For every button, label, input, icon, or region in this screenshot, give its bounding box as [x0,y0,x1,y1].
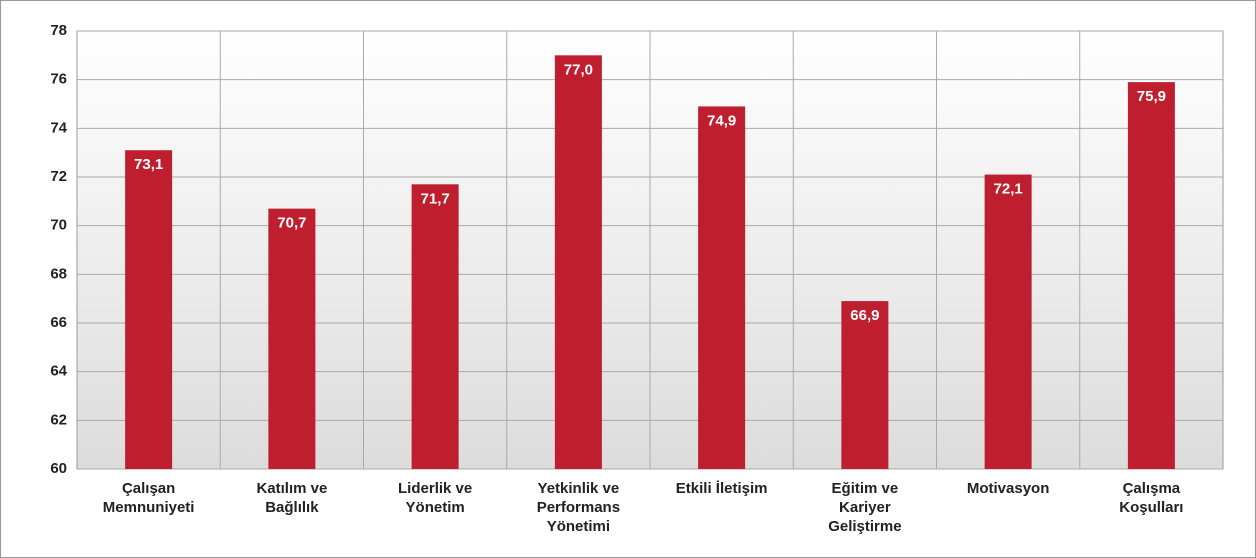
y-tick-label: 60 [50,460,67,477]
x-tick-label: Etkili İletişim [675,480,768,497]
bar [554,55,602,469]
bar [125,150,173,469]
value-label: 71,7 [421,190,450,207]
y-tick-label: 62 [50,411,67,428]
x-tick-label: Liderlik ve Yönetim [398,480,473,516]
y-tick-label: 68 [50,265,67,282]
bar [1127,82,1175,469]
y-tick-label: 74 [50,119,67,136]
x-tick-label: Motivasyon [966,480,1050,497]
value-label: 77,0 [564,61,593,78]
value-label: 72,1 [994,181,1023,198]
bar [268,208,316,469]
x-tick-label: Eğitim ve Kariyer Geliştirme [828,480,902,535]
y-tick-label: 76 [50,71,67,88]
bar [841,301,889,469]
bar [698,106,746,469]
y-tick-label: 66 [50,314,67,331]
y-tick-label: 70 [50,217,67,234]
x-tick-label: Yetkinlik ve Performans Yönetimi [536,480,621,535]
x-tick-label: Çalışma Koşulları [1119,480,1184,516]
bar [984,174,1032,470]
y-tick-label: 64 [50,363,67,380]
value-label: 75,9 [1137,88,1166,105]
value-label: 73,1 [134,156,163,173]
value-label: 74,9 [707,112,736,129]
value-label: 70,7 [277,215,306,232]
bar [411,184,459,470]
y-tick-label: 72 [50,168,67,185]
y-tick-label: 78 [50,22,67,39]
x-tick-label: Katılım ve Bağlılık [256,480,328,516]
value-label: 66,9 [850,307,879,324]
x-tick-label: Çalışan Memnuniyeti [102,480,195,516]
